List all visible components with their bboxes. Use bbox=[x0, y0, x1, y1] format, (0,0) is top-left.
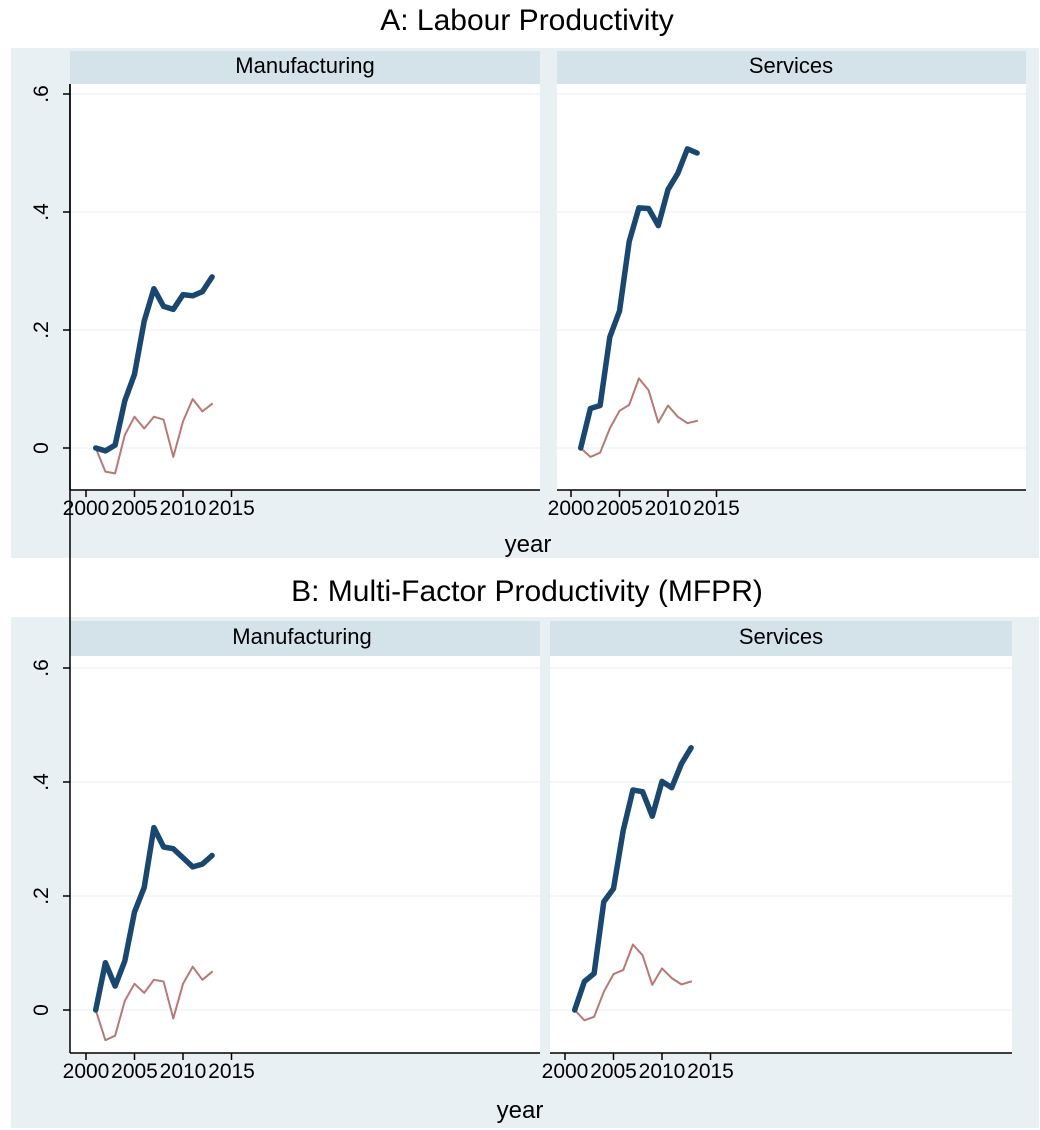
panel-a-manufacturing-plot-area bbox=[70, 84, 540, 490]
panel-b-services-x-tick-label: 2005 bbox=[590, 1060, 637, 1083]
panel-b-manufacturing-plot-area bbox=[70, 656, 540, 1053]
panel-a-services-strip bbox=[557, 51, 1026, 84]
panel-a-services-x-tick-label: 2010 bbox=[645, 497, 692, 520]
panel-b-services-strip bbox=[550, 621, 1012, 656]
panel-b-manufacturing-x-tick-label: 2010 bbox=[160, 1060, 207, 1083]
panel-a-manufacturing-x-tick-label: 2005 bbox=[111, 497, 158, 520]
panel-b-manufacturing-y-tick-label: .6 bbox=[30, 659, 53, 677]
panel-b-manufacturing-y-tick-label: .2 bbox=[30, 887, 53, 905]
panel-b-manufacturing-x-tick-label: 2015 bbox=[208, 1060, 255, 1083]
panel-a-manufacturing-y-tick-label: .2 bbox=[30, 321, 53, 339]
panel-a-services-x-tick-label: 2000 bbox=[548, 497, 595, 520]
panel-b-manufacturing-series-thick-line bbox=[92, 824, 215, 1013]
panel-b-services-plot: 2000 2005 2010 2015 bbox=[542, 667, 1012, 1083]
panel-b-manufacturing-strip-label: Manufacturing bbox=[232, 624, 371, 649]
panel-b-services-x-tick-label: 2000 bbox=[542, 1060, 589, 1083]
panel-b-services-strip-label: Services bbox=[739, 624, 823, 649]
panel-b: B: Multi-Factor Productivity (MFPR) Manu… bbox=[11, 575, 1039, 1128]
panel-a-manufacturing-x-tick-label: 2000 bbox=[63, 497, 110, 520]
panel-a-manufacturing-y-tick-label: .6 bbox=[30, 85, 53, 103]
panel-a-services-series-thick-line bbox=[577, 146, 700, 451]
panel-a-services-strip-label: Services bbox=[749, 53, 833, 78]
panel-a-title: A: Labour Productivity bbox=[380, 4, 673, 37]
panel-b-services-plot-area bbox=[550, 656, 1012, 1053]
panel-b-services-series-thin-line bbox=[573, 943, 693, 1022]
panel-a-manufacturing-x-tick-label: 2015 bbox=[208, 497, 255, 520]
panel-b-manufacturing-y-tick-label: 0 bbox=[30, 1004, 53, 1016]
panel-b-manufacturing-strip bbox=[70, 621, 540, 656]
panel-a-services-x-tick-label: 2015 bbox=[693, 497, 740, 520]
panel-a-manufacturing-series-thin-line bbox=[94, 398, 214, 475]
panel-a: A: Labour Productivity Manufacturing Ser… bbox=[11, 4, 1039, 558]
panel-a-services-plot-area bbox=[557, 84, 1026, 490]
panel-a-manufacturing-y-tick-label: 0 bbox=[30, 442, 53, 454]
panel-a-manufacturing-x-tick-label: 2010 bbox=[160, 497, 207, 520]
panel-a-manufacturing-strip bbox=[70, 51, 540, 84]
panel-b-services-x-tick-label: 2010 bbox=[639, 1060, 686, 1083]
panel-a-manufacturing-strip-label: Manufacturing bbox=[235, 53, 374, 78]
panel-a-manufacturing-y-tick-label: .4 bbox=[30, 203, 53, 221]
panel-a-services-x-tick-label: 2005 bbox=[596, 497, 643, 520]
panel-b-services-x-tick-label: 2015 bbox=[687, 1060, 734, 1083]
panel-a-services-series-thin-line bbox=[579, 377, 699, 458]
panel-b-manufacturing-x-tick-label: 2000 bbox=[63, 1060, 110, 1083]
panel-b-x-axis-title: year bbox=[497, 1097, 544, 1124]
panel-a-manufacturing-plot: 0 .2 .4 .6 2000 2005 2010 2015 bbox=[30, 84, 540, 520]
panel-a-services-plot: 2000 2005 2010 2015 bbox=[548, 93, 1026, 520]
panel-b-manufacturing-series-thin-line bbox=[94, 965, 214, 1042]
panel-b-manufacturing-y-tick-label: .4 bbox=[30, 773, 53, 791]
panel-b-title: B: Multi-Factor Productivity (MFPR) bbox=[291, 575, 763, 608]
panel-b-manufacturing-x-tick-label: 2005 bbox=[111, 1060, 158, 1083]
panel-a-x-axis-title: year bbox=[505, 531, 552, 558]
panel-a-manufacturing-series-thick-line bbox=[92, 274, 215, 454]
panel-b-services-series-thick-line bbox=[571, 745, 694, 1013]
